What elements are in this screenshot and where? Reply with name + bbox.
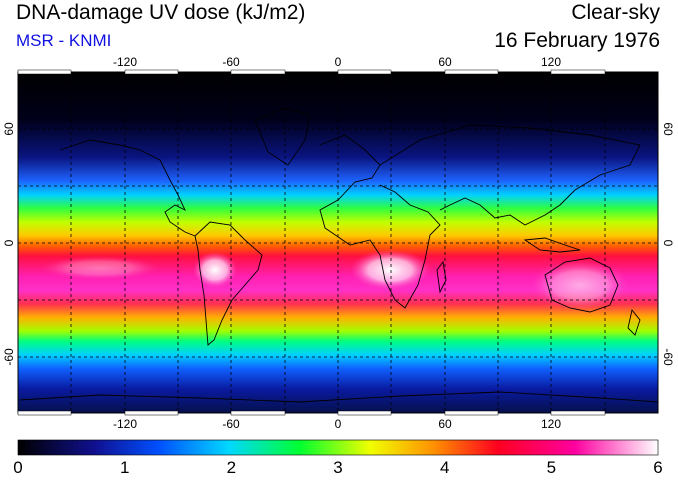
lat-label-left: 60 xyxy=(2,122,16,136)
lon-label-top: 120 xyxy=(541,55,561,69)
map-date: 16 February 1976 xyxy=(494,29,660,52)
lon-label-bottom: 60 xyxy=(438,417,452,431)
colorbar-label: 4 xyxy=(439,458,450,477)
colorbar-label: 1 xyxy=(119,458,130,477)
lat-label-right: 0 xyxy=(661,240,675,247)
lon-label-top: -60 xyxy=(222,55,240,69)
map-title: DNA-damage UV dose (kJ/m2) xyxy=(16,1,306,24)
lon-label-top: 0 xyxy=(335,55,342,69)
colorbar xyxy=(17,439,659,456)
map-border-ticks xyxy=(17,69,606,416)
lat-label-left: 0 xyxy=(2,239,16,246)
map-source: MSR - KNMI xyxy=(16,31,112,50)
uv-field xyxy=(18,72,658,413)
colorbar-label: 0 xyxy=(13,458,23,477)
lat-lon-grid xyxy=(18,72,658,413)
lon-label-bottom: -120 xyxy=(113,417,137,431)
lon-label-bottom: -60 xyxy=(222,417,240,431)
colorbar-label: 6 xyxy=(653,458,663,477)
lon-label-bottom: 0 xyxy=(335,417,342,431)
lat-label-right: 60 xyxy=(661,122,675,136)
colorbar-label: 2 xyxy=(226,458,237,477)
colorbar-label: 3 xyxy=(333,458,343,477)
lat-label-left: -60 xyxy=(2,348,16,366)
lon-label-top: -120 xyxy=(113,55,137,69)
lon-label-bottom: 120 xyxy=(541,417,561,431)
lat-label-right: -60 xyxy=(661,348,675,366)
sky-condition: Clear-sky xyxy=(571,1,660,24)
colorbar-label: 5 xyxy=(546,458,557,477)
lon-label-top: 60 xyxy=(438,55,452,69)
